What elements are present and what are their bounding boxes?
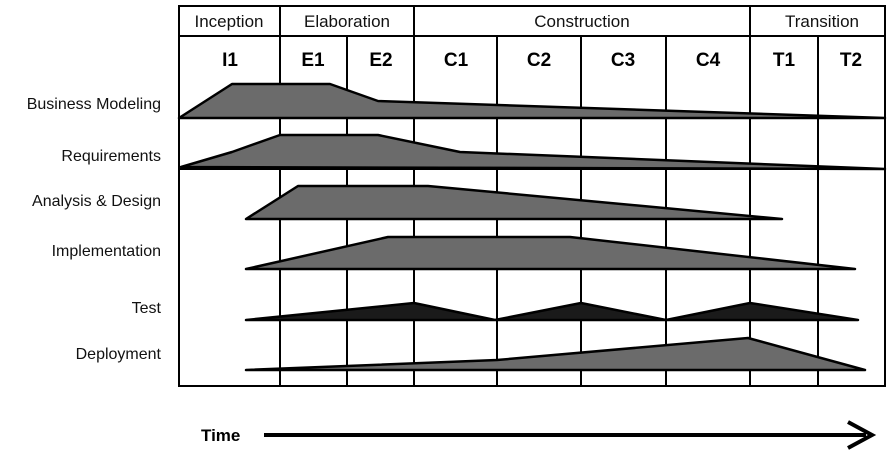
diagram-frame xyxy=(178,5,886,387)
analysis-design-hump xyxy=(244,184,784,221)
phase-elaboration-label: Elaboration xyxy=(304,12,390,31)
deployment-hump xyxy=(244,336,867,372)
iteration-label: E1 xyxy=(301,50,325,71)
iteration-label: C1 xyxy=(444,50,469,71)
business-modeling-hump xyxy=(177,82,887,120)
discipline-implementation-label: Implementation xyxy=(52,243,161,260)
phase-construction-label: Construction xyxy=(534,12,629,31)
phase-transition-label: Transition xyxy=(785,12,859,31)
iteration-label: T2 xyxy=(840,50,862,71)
iteration-label: E2 xyxy=(369,50,392,71)
requirements-hump xyxy=(179,133,887,171)
time-label: Time xyxy=(201,426,240,445)
iteration-label: C3 xyxy=(611,50,635,71)
test-hump xyxy=(244,301,860,322)
discipline-deployment-label: Deployment xyxy=(76,346,162,363)
time-arrow-head xyxy=(847,420,877,450)
iteration-label: C2 xyxy=(527,50,551,71)
implementation-hump xyxy=(244,235,857,271)
discipline-requirements-label: Requirements xyxy=(61,148,161,165)
phase-inception-label: Inception xyxy=(195,12,264,31)
discipline-analysis-design-label: Analysis & Design xyxy=(32,193,161,210)
iteration-label: I1 xyxy=(222,50,238,71)
iteration-label: T1 xyxy=(773,50,796,71)
discipline-business-modeling-label: Business Modeling xyxy=(27,96,161,113)
discipline-test-label: Test xyxy=(132,300,162,317)
iteration-label: C4 xyxy=(696,50,721,71)
